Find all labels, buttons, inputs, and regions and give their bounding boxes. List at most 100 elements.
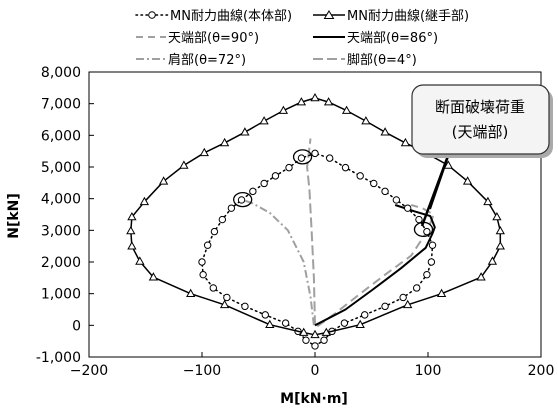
data-point — [361, 311, 369, 319]
legend: MN耐力曲線(本体部) MN耐力曲線(継手部) 天端部(θ=90°) 天端部(θ… — [135, 8, 469, 68]
data-point — [271, 172, 280, 180]
data-point — [237, 196, 246, 204]
data-point — [260, 179, 268, 188]
data-point — [179, 160, 189, 169]
data-point — [199, 147, 209, 157]
data-point — [285, 163, 293, 172]
data-point — [487, 256, 498, 265]
legend-label-top-86: 天端部(θ=86°) — [347, 31, 438, 46]
callout-line-2: (天端部) — [452, 123, 509, 141]
data-point — [259, 116, 269, 125]
x-tick-label: −200 — [70, 363, 108, 379]
y-axis: -1,000 0 1,000 2,000 3,000 4,000 5,000 6,000 7,0… — [36, 65, 94, 366]
data-point — [381, 187, 389, 196]
legend-marker-body — [148, 11, 156, 19]
data-point — [209, 284, 218, 292]
data-point — [261, 311, 269, 319]
data-point — [413, 284, 421, 292]
callout: 断面破壊荷重 (天端部) — [411, 84, 553, 227]
series-layer — [126, 92, 505, 350]
data-point — [227, 204, 236, 212]
data-point — [218, 215, 227, 224]
y-tick-label: 7,000 — [41, 97, 81, 113]
legend-item-top-86: 天端部(θ=86°) — [313, 31, 438, 46]
series-line — [314, 204, 436, 327]
data-point — [323, 97, 334, 106]
legend-item-shoulder: 肩部(θ=72°) — [136, 52, 246, 68]
data-point — [139, 196, 150, 206]
data-point — [370, 179, 378, 188]
data-point — [356, 172, 364, 180]
x-axis: −200 −100 0 100 200 — [70, 352, 555, 379]
data-point — [296, 97, 307, 106]
x-tick-label: 100 — [415, 363, 442, 379]
callout-line-1: 断面破壊荷重 — [435, 98, 525, 116]
data-point — [492, 211, 502, 221]
data-point — [361, 116, 371, 125]
legend-label-shoulder: 肩部(θ=72°) — [168, 52, 246, 68]
series-line — [306, 138, 316, 326]
data-point — [403, 299, 413, 309]
legend-item-foot: 脚部(θ=4°) — [313, 52, 417, 68]
highlight-layer — [233, 149, 434, 238]
y-tick-label: 5,000 — [41, 160, 81, 176]
data-point — [210, 227, 219, 236]
data-point — [299, 327, 309, 336]
data-point — [443, 160, 453, 169]
data-point — [219, 299, 230, 309]
highlight-circle — [233, 191, 253, 208]
legend-label-body: MN耐力曲線(本体部) — [170, 8, 292, 24]
data-point — [148, 272, 159, 281]
y-tick-label: 0 — [72, 318, 81, 334]
data-point — [135, 256, 145, 265]
data-point — [310, 329, 320, 339]
legend-label-joint: MN耐力曲線(継手部) — [347, 8, 469, 24]
x-tick-label: 0 — [311, 363, 320, 379]
data-point — [278, 105, 289, 114]
y-axis-title: N[kN] — [6, 193, 22, 239]
data-point — [320, 336, 328, 344]
data-point — [240, 127, 250, 136]
y-tick-label: 4,000 — [41, 192, 81, 208]
y-tick-label: 6,000 — [41, 128, 81, 144]
data-point — [302, 336, 310, 344]
data-point — [199, 270, 207, 279]
series-line — [243, 199, 315, 326]
y-tick-label: 8,000 — [41, 65, 81, 81]
data-point — [265, 319, 275, 328]
data-point — [249, 187, 257, 196]
series-3 — [314, 204, 436, 327]
legend-item-body: MN耐力曲線(本体部) — [135, 8, 292, 24]
data-point — [462, 176, 473, 185]
data-point — [126, 225, 136, 235]
legend-marker-joint — [323, 10, 335, 19]
x-tick-label: 200 — [528, 363, 555, 379]
data-point — [436, 288, 447, 297]
data-point — [381, 302, 389, 311]
data-point — [186, 288, 196, 297]
data-point — [297, 154, 306, 162]
data-point — [423, 227, 431, 236]
data-point — [127, 211, 137, 221]
data-point — [158, 176, 169, 185]
x-tick-label: −100 — [183, 363, 221, 379]
data-point — [483, 196, 493, 206]
data-point — [311, 149, 319, 158]
data-point — [399, 293, 407, 302]
y-tick-label: 3,000 — [41, 223, 81, 239]
data-point — [428, 241, 437, 249]
legend-item-joint: MN耐力曲線(継手部) — [313, 8, 469, 24]
data-point — [321, 327, 331, 336]
data-point — [203, 241, 212, 249]
data-point — [219, 137, 230, 147]
legend-label-top-90: 天端部(θ=90°) — [168, 31, 259, 46]
x-axis-title: M[kN·m] — [280, 391, 348, 407]
data-point — [341, 105, 352, 114]
data-point — [355, 319, 365, 328]
legend-item-top-90: 天端部(θ=90°) — [136, 31, 259, 46]
highlight-circle — [292, 149, 313, 165]
data-point — [495, 225, 505, 235]
data-point — [476, 272, 486, 281]
